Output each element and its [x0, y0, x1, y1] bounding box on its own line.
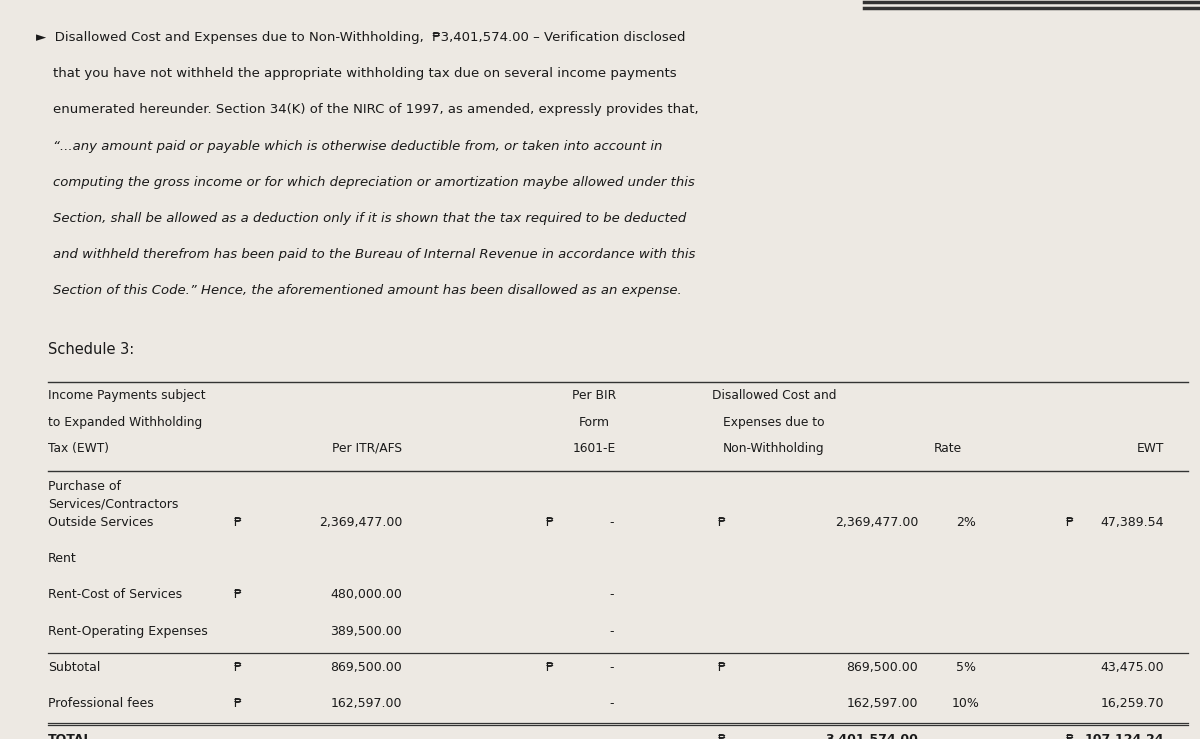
Text: Income Payments subject: Income Payments subject [48, 389, 205, 402]
Text: 10%: 10% [952, 697, 980, 710]
Text: TOTAL: TOTAL [48, 733, 92, 739]
Text: 2%: 2% [956, 517, 976, 529]
Text: ₱: ₱ [1066, 517, 1074, 529]
Text: Section of this Code.” Hence, the aforementioned amount has been disallowed as a: Section of this Code.” Hence, the aforem… [36, 284, 682, 297]
Text: Form: Form [578, 415, 610, 429]
Text: Section, shall be allowed as a deduction only if it is shown that the tax requir: Section, shall be allowed as a deduction… [36, 212, 686, 225]
Text: Professional fees: Professional fees [48, 697, 154, 710]
Text: to Expanded Withholding: to Expanded Withholding [48, 415, 203, 429]
Text: ₱: ₱ [234, 661, 242, 674]
Text: -: - [610, 697, 614, 710]
Text: “...any amount paid or payable which is otherwise deductible from, or taken into: “...any amount paid or payable which is … [36, 140, 662, 153]
Text: 43,475.00: 43,475.00 [1100, 661, 1164, 674]
Text: ►  Disallowed Cost and Expenses due to Non-Withholding,  ₱3,401,574.00 – Verific: ► Disallowed Cost and Expenses due to No… [36, 31, 685, 44]
Text: ₱: ₱ [234, 697, 242, 710]
Text: 1601-E: 1601-E [572, 442, 616, 455]
Text: -: - [610, 661, 614, 674]
Text: enumerated hereunder. Section 34(K) of the NIRC of 1997, as amended, expressly p: enumerated hereunder. Section 34(K) of t… [36, 103, 698, 117]
Text: EWT: EWT [1136, 442, 1164, 455]
Text: 2,369,477.00: 2,369,477.00 [835, 517, 918, 529]
Text: -: - [610, 588, 614, 602]
Text: Services/Contractors: Services/Contractors [48, 497, 179, 511]
Text: 3,401,574.00: 3,401,574.00 [826, 733, 918, 739]
Text: -: - [610, 517, 614, 529]
Text: 869,500.00: 869,500.00 [846, 661, 918, 674]
Text: 107,124.24: 107,124.24 [1085, 733, 1164, 739]
Text: 162,597.00: 162,597.00 [330, 697, 402, 710]
Text: Rent: Rent [48, 552, 77, 565]
Text: computing the gross income or for which depreciation or amortization maybe allow: computing the gross income or for which … [36, 176, 695, 188]
Text: 162,597.00: 162,597.00 [846, 697, 918, 710]
Text: ₱: ₱ [234, 588, 242, 602]
Text: 480,000.00: 480,000.00 [330, 588, 402, 602]
Text: 16,259.70: 16,259.70 [1100, 697, 1164, 710]
Text: that you have not withheld the appropriate withholding tax due on several income: that you have not withheld the appropria… [36, 67, 677, 81]
Text: 869,500.00: 869,500.00 [330, 661, 402, 674]
Text: ₱: ₱ [546, 517, 554, 529]
Text: Per BIR: Per BIR [572, 389, 616, 402]
Text: ₱: ₱ [1066, 733, 1074, 739]
Text: ₱: ₱ [718, 661, 726, 674]
Text: -: - [610, 624, 614, 638]
Text: Disallowed Cost and: Disallowed Cost and [712, 389, 836, 402]
Text: Subtotal: Subtotal [48, 661, 101, 674]
Text: ₱: ₱ [718, 517, 726, 529]
Text: Non-Withholding: Non-Withholding [724, 442, 824, 455]
Text: ₱: ₱ [546, 661, 554, 674]
Text: 2,369,477.00: 2,369,477.00 [319, 517, 402, 529]
Text: Expenses due to: Expenses due to [724, 415, 824, 429]
Text: Outside Services: Outside Services [48, 517, 154, 529]
Text: ₱: ₱ [234, 517, 242, 529]
Text: and withheld therefrom has been paid to the Bureau of Internal Revenue in accord: and withheld therefrom has been paid to … [36, 248, 695, 261]
Text: Per ITR/AFS: Per ITR/AFS [332, 442, 402, 455]
Text: Rent-Cost of Services: Rent-Cost of Services [48, 588, 182, 602]
Text: Tax (EWT): Tax (EWT) [48, 442, 109, 455]
Text: Rate: Rate [934, 442, 962, 455]
Text: Schedule 3:: Schedule 3: [48, 342, 134, 357]
Text: ₱: ₱ [718, 733, 726, 739]
Text: 5%: 5% [956, 661, 976, 674]
Text: Rent-Operating Expenses: Rent-Operating Expenses [48, 624, 208, 638]
Text: 47,389.54: 47,389.54 [1100, 517, 1164, 529]
Text: Purchase of: Purchase of [48, 480, 121, 493]
Text: 389,500.00: 389,500.00 [330, 624, 402, 638]
